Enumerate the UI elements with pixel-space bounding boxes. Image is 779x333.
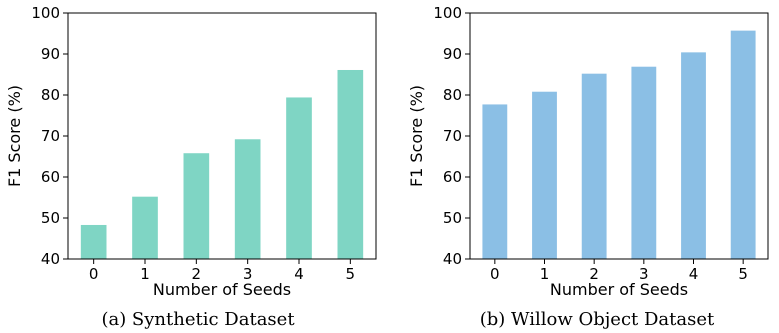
chart-panel-willow: 40 50 60 70 80 90 100 0 1 2 3 4 5 Number of Seeds F1 S…: [407, 4, 769, 330]
bar-4: [681, 52, 706, 259]
y-tick-label: 90: [41, 45, 60, 63]
plot-frame: [469, 12, 769, 260]
x-tick-label: 2: [589, 265, 599, 283]
chart-panel-synthetic: 40 50 60 70 80 90 100 0 1 2 3 4 5 Number of Seeds F1 S…: [5, 4, 377, 330]
y-tick-label: 40: [41, 250, 60, 268]
bar-2: [183, 153, 210, 259]
y-tick-label: 50: [41, 209, 60, 227]
bar-0: [80, 224, 107, 259]
bar-4: [286, 97, 312, 260]
y-tick-label: 100: [31, 4, 60, 22]
y-tick-label: 60: [443, 168, 462, 186]
x-tick-label: 4: [689, 265, 699, 283]
y-tick-label: 80: [41, 86, 60, 104]
figure-caption: (a) Synthetic Dataset: [101, 309, 295, 330]
x-tick-label: 0: [490, 265, 500, 283]
x-axis-label: Number of Seeds: [550, 280, 688, 299]
bar-1: [532, 91, 557, 259]
bar-2: [581, 73, 607, 260]
x-tick-label: 4: [294, 265, 304, 283]
bar-5: [730, 30, 756, 259]
y-tick-label: 50: [443, 209, 462, 227]
x-tick-label: 1: [140, 265, 150, 283]
x-tick-label: 3: [639, 265, 649, 283]
x-axis-label: Number of Seeds: [153, 280, 291, 299]
y-tick-label: 70: [443, 127, 462, 145]
bar-3: [234, 139, 261, 259]
y-tick-label: 60: [41, 168, 60, 186]
x-tick-label: 5: [346, 265, 356, 283]
y-tick-label: 40: [443, 250, 462, 268]
y-tick-label: 100: [433, 4, 462, 22]
figure-caption: (b) Willow Object Dataset: [480, 309, 715, 330]
y-axis-label: F1 Score (%): [5, 85, 24, 187]
x-tick-label: 2: [192, 265, 202, 283]
bar-1: [132, 196, 158, 259]
bar-3: [631, 66, 657, 260]
bar-0: [482, 104, 508, 260]
y-tick-label: 80: [443, 86, 462, 104]
x-tick-label: 5: [738, 265, 748, 283]
x-tick-label: 1: [540, 265, 550, 283]
y-tick-label: 90: [443, 45, 462, 63]
y-tick-label: 70: [41, 127, 60, 145]
bar-5: [337, 69, 364, 260]
x-tick-label: 0: [89, 265, 99, 283]
x-tick-label: 3: [243, 265, 253, 283]
plot-frame: [67, 12, 377, 260]
y-axis-label: F1 Score (%): [407, 85, 426, 187]
